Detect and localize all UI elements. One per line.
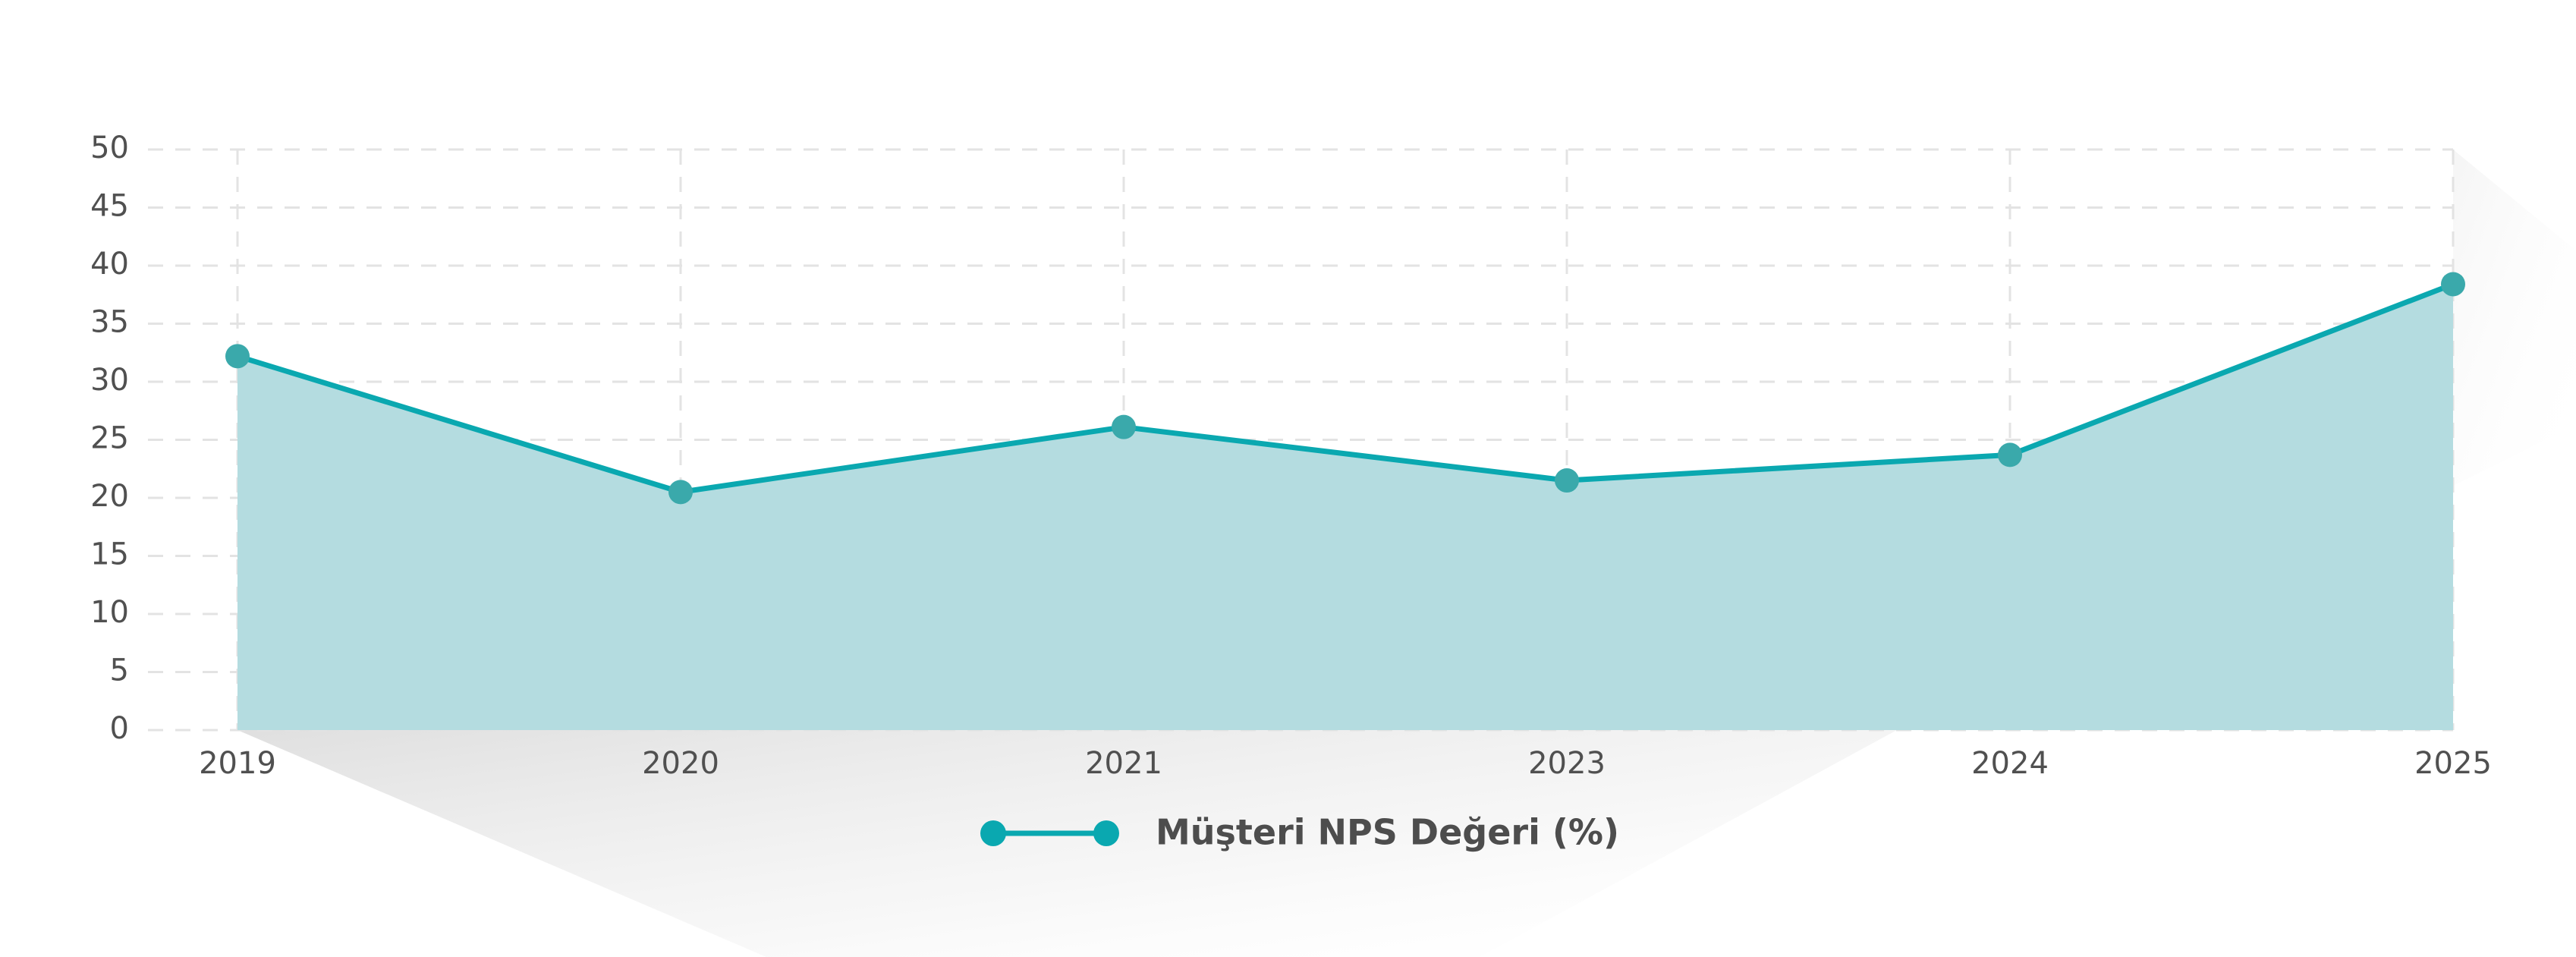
x-tick-label: 2019 [199, 746, 276, 781]
series-line [236, 282, 2455, 495]
y-axis: 0 5 10 15 20 25 30 35 40 45 50 [90, 131, 129, 746]
x-axis: 2019 2020 2021 2023 2024 2025 [199, 746, 2492, 781]
x-tick-label: 2020 [642, 746, 719, 781]
x-tick-label: 2023 [1528, 746, 1606, 781]
x-tick-label: 2024 [1971, 746, 2049, 781]
y-tick-label: 0 [110, 711, 129, 746]
data-point-marker[interactable] [2441, 272, 2465, 297]
y-tick-label: 45 [90, 189, 129, 224]
data-point-marker[interactable] [1998, 442, 2022, 467]
data-point-marker[interactable] [225, 344, 250, 369]
data-series [225, 272, 2465, 731]
y-tick-label: 10 [90, 595, 129, 630]
y-tick-label: 35 [90, 305, 129, 340]
y-tick-label: 5 [110, 653, 129, 688]
legend-label: Müşteri NPS Değeri (%) [1156, 812, 1619, 853]
series-area-fill [237, 284, 2453, 731]
y-tick-label: 30 [90, 363, 129, 398]
y-tick-label: 20 [90, 479, 129, 514]
y-tick-label: 15 [90, 537, 129, 572]
y-tick-label: 40 [90, 247, 129, 282]
legend-line-marker-icon [980, 820, 1119, 846]
y-tick-label: 25 [90, 421, 129, 456]
series-markers [225, 272, 2465, 505]
x-tick-label: 2025 [2414, 746, 2492, 781]
data-point-marker[interactable] [668, 480, 693, 505]
x-tick-label: 2021 [1085, 746, 1162, 781]
decorative-long-shadow [237, 150, 2576, 957]
data-point-marker[interactable] [1555, 468, 1579, 493]
legend[interactable]: Müşteri NPS Değeri (%) [980, 812, 1619, 853]
y-tick-label: 50 [90, 131, 129, 165]
data-point-marker[interactable] [1112, 414, 1136, 439]
